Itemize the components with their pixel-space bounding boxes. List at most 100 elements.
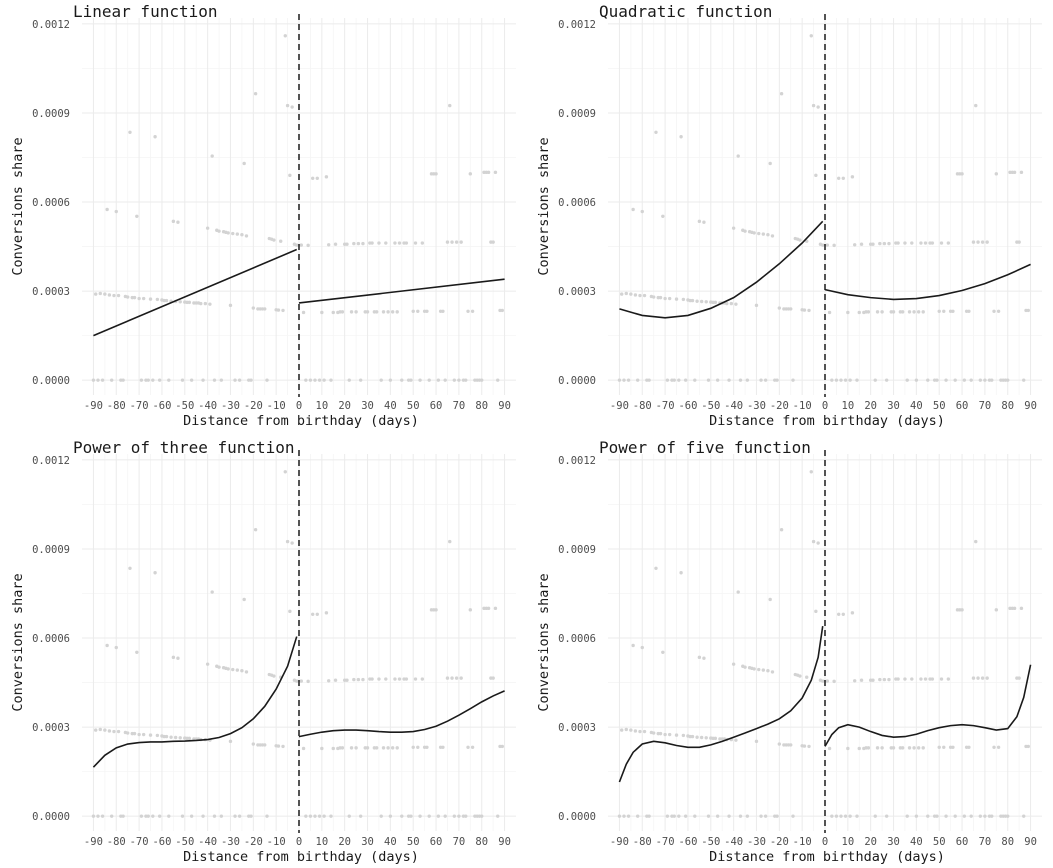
data-point (457, 814, 461, 818)
data-point (939, 241, 944, 245)
x-tick-label: 40 (910, 400, 923, 412)
data-point (171, 219, 176, 224)
data-point (706, 378, 711, 382)
data-point (272, 674, 276, 678)
panel-power-five: -90 -80 -70 -60 -50 -40 -30 -20 -10 0 10 20 30 40 50 60… (526, 436, 1052, 868)
x-tick-label: 0 (822, 400, 828, 412)
data-point (916, 310, 921, 314)
data-point (871, 678, 875, 682)
x-axis-label: Distance from birthday (days) (183, 849, 419, 865)
data-point (486, 606, 491, 611)
data-point (821, 243, 825, 247)
data-point (971, 676, 976, 680)
data-point (837, 612, 841, 616)
x-tick-label: -50 (175, 836, 194, 848)
x-tick-label: 70 (979, 836, 992, 848)
x-tick-label: -70 (656, 400, 675, 412)
data-point (308, 814, 313, 818)
data-point (946, 677, 951, 681)
data-point (910, 241, 914, 245)
data-point (370, 677, 374, 681)
data-point (937, 309, 941, 313)
data-point (992, 745, 996, 749)
x-tick-label: -10 (267, 400, 286, 412)
data-point (288, 609, 292, 614)
x-tick-label: 70 (453, 400, 466, 412)
data-point (763, 378, 768, 382)
data-point (151, 814, 155, 818)
data-point (103, 292, 107, 296)
data-point (416, 745, 420, 749)
data-point (326, 679, 331, 683)
data-point (807, 308, 811, 313)
data-point (873, 378, 877, 382)
x-tick-label: 50 (933, 836, 946, 848)
data-point (667, 732, 672, 737)
data-point (178, 736, 182, 740)
data-point (852, 243, 857, 247)
y-tick-label: 0.0009 (32, 544, 70, 556)
data-point (171, 655, 176, 660)
data-point (992, 309, 996, 313)
data-point (322, 814, 326, 818)
data-point (352, 677, 356, 682)
data-point (866, 746, 871, 750)
data-point (242, 161, 246, 166)
data-point (187, 736, 192, 741)
data-point (841, 612, 845, 616)
data-point (459, 240, 463, 244)
data-point (665, 814, 670, 818)
data-point (109, 814, 114, 818)
data-point (361, 241, 365, 246)
data-point (100, 378, 105, 382)
data-point (379, 378, 383, 382)
data-point (128, 130, 132, 134)
data-point (900, 746, 905, 750)
data-point (470, 309, 475, 313)
x-tick-label: -20 (244, 400, 263, 412)
data-point (681, 297, 686, 302)
data-point (116, 729, 121, 734)
data-point (626, 378, 631, 382)
data-point (887, 677, 891, 682)
x-tick-label: 40 (384, 400, 397, 412)
data-point (916, 746, 921, 750)
data-point (329, 814, 333, 818)
data-point (638, 729, 642, 734)
data-point (978, 814, 983, 818)
x-tick-label: -50 (701, 836, 720, 848)
data-point (850, 611, 855, 615)
x-tick-label: -40 (724, 400, 743, 412)
data-point (903, 677, 907, 681)
data-point (672, 814, 676, 818)
data-point (967, 745, 971, 749)
data-point (661, 214, 665, 218)
data-point (635, 814, 640, 818)
data-point (827, 746, 832, 751)
data-point (125, 295, 130, 299)
data-point (857, 310, 861, 315)
data-point (295, 679, 299, 683)
data-point (420, 241, 425, 245)
y-axis-label: Conversions share (536, 573, 552, 711)
data-point (990, 378, 994, 382)
fit-line-right (824, 263, 1031, 301)
data-point (654, 566, 658, 570)
x-tick-label: 0 (296, 836, 302, 848)
data-point (832, 243, 836, 248)
data-point (996, 309, 1001, 313)
data-point (468, 172, 473, 176)
data-point (937, 745, 941, 749)
data-point (736, 154, 740, 158)
data-point (789, 307, 793, 311)
data-point (978, 378, 983, 382)
plot-power-three: -90 -80 -70 -60 -50 -40 -30 -20 -10 0 10 20 30 40 50 60… (10, 438, 516, 865)
x-tick-label: -30 (221, 400, 240, 412)
x-tick-label: 30 (887, 836, 900, 848)
data-point (880, 746, 884, 750)
data-point (629, 728, 633, 732)
data-point (395, 310, 399, 314)
data-point (331, 746, 335, 751)
data-point (811, 103, 816, 108)
data-point (180, 814, 185, 818)
